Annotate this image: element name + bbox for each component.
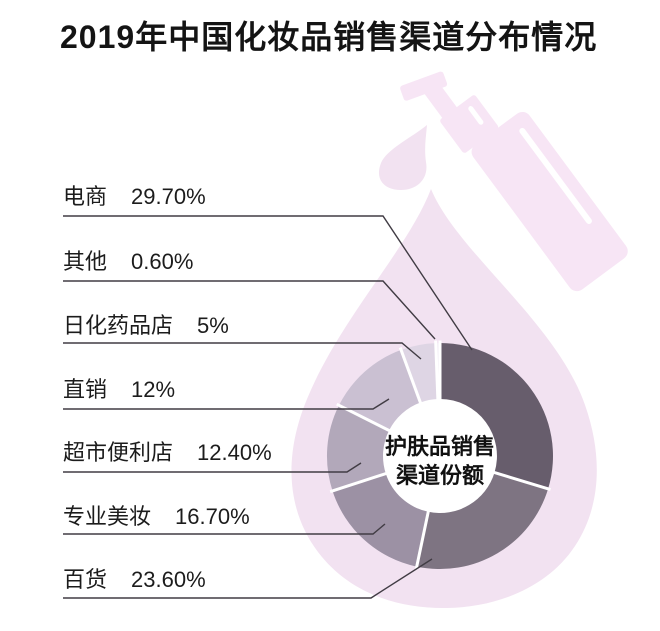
donut-slice-6 [416,472,549,570]
channel-name: 其他 [63,249,108,274]
donut-slices [326,343,553,570]
chart-title: 2019年中国化妆品销售渠道分布情况 [60,19,598,55]
leader-line-2 [63,342,422,360]
leader-line-4 [63,462,362,473]
bottle-body-highlight [519,127,592,224]
leader-line-0 [63,215,473,351]
slice-gap [329,471,390,494]
channel-name: 日化药品店 [63,313,174,338]
channel-name: 超市便利店 [63,440,174,465]
bottle-collar-highlight [468,106,484,125]
donut-center-label-line: 渠道份额 [395,463,484,488]
legend-row: 专业美妆 16.70% [63,502,250,532]
legend-row: 电商 29.70% [63,182,206,212]
donut-hole [381,397,499,515]
channel-value: 16.70% [175,504,250,529]
channel-value: 12.40% [197,440,272,465]
channel-value: 29.70% [131,184,206,209]
channel-name: 电商 [63,184,108,209]
channel-value: 23.60% [131,567,206,592]
donut-slice-4 [326,405,390,491]
channel-value: 0.60% [131,249,194,274]
channel-value: 12% [131,377,176,402]
cosmetic-bottle-watermark [400,71,628,292]
leader-line-5 [63,523,386,535]
donut-center-label: 护肤品销售 渠道份额 [340,432,540,490]
channel-name: 专业美妆 [63,504,152,529]
donut-center-label-line: 护肤品销售 [384,434,495,459]
legend-row: 超市便利店 12.40% [63,438,272,468]
slice-gap [434,340,440,403]
channel-name: 直销 [63,377,108,402]
donut-slice-0 [440,343,553,489]
legend-row: 日化药品店 5% [63,311,229,341]
legend-row: 百货 23.60% [63,565,206,595]
donut-slice-5 [332,473,429,567]
leader-line-3 [63,398,390,410]
channel-value: 5% [197,313,229,338]
legend-row: 其他 0.60% [63,247,193,277]
leader-line-1 [63,280,436,340]
bottle-body [471,111,628,292]
leader-line-6 [63,558,433,599]
legend-row: 直销 12% [63,375,175,405]
donut-slice-2 [401,343,438,403]
small-droplet-watermark [378,125,427,190]
leader-lines [63,215,473,599]
donut-slice-3 [339,349,421,431]
channel-name: 百货 [63,567,108,592]
slice-gap [398,347,423,406]
slice-gap [491,470,551,492]
slice-gap [414,508,431,570]
